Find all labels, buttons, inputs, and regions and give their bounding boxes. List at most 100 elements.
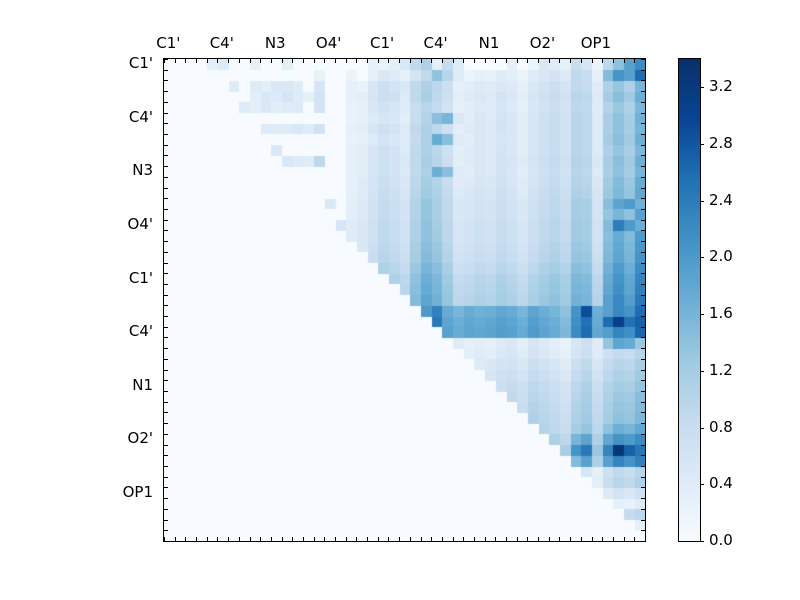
axis-tick [495, 59, 497, 63]
axis-tick [281, 59, 283, 63]
axis-tick [641, 176, 645, 178]
axis-tick [164, 241, 168, 243]
axis-tick [484, 59, 486, 63]
axis-tick [641, 433, 645, 435]
axis-tick [641, 112, 645, 114]
axis-tick [260, 59, 262, 63]
axis-tick [164, 326, 168, 328]
axis-tick [324, 59, 326, 63]
axis-tick [495, 537, 497, 541]
axis-tick [420, 537, 422, 541]
axis-tick [335, 59, 337, 63]
axis-tick [580, 537, 582, 541]
colorbar-tick-label: 2.8 [709, 134, 733, 153]
y-tick-label: C1' [128, 268, 153, 287]
y-tick-label: O4' [127, 215, 153, 234]
axis-tick [260, 537, 262, 541]
axis-tick [641, 348, 645, 350]
axis-tick [645, 59, 646, 63]
axis-tick [441, 537, 443, 541]
axis-tick [356, 537, 358, 541]
y-tick-label: C4' [128, 322, 153, 341]
axis-tick [641, 369, 645, 371]
colorbar-tick [700, 144, 704, 146]
colorbar[interactable] [678, 58, 704, 542]
axis-tick [335, 537, 337, 541]
axis-tick [399, 537, 401, 541]
heatmap-image [164, 59, 645, 541]
axis-tick [634, 537, 636, 541]
axis-tick [228, 537, 230, 541]
axis-tick [292, 537, 294, 541]
axis-tick [164, 337, 168, 339]
axis-tick [302, 59, 304, 63]
axis-tick [409, 537, 411, 541]
axis-tick [164, 401, 168, 403]
axis-tick [377, 59, 379, 63]
axis-tick [164, 294, 168, 296]
colorbar-tick [700, 314, 704, 316]
x-tick-label: O4' [315, 34, 342, 52]
axis-tick [164, 155, 168, 157]
axis-tick [217, 537, 219, 541]
axis-tick [641, 530, 645, 532]
axis-tick [591, 59, 593, 63]
axis-tick [441, 59, 443, 63]
axis-tick [641, 326, 645, 328]
heatmap-axes[interactable] [163, 58, 646, 542]
axis-tick [164, 519, 168, 521]
axis-tick [612, 59, 614, 63]
y-tick-label: C1' [128, 54, 153, 73]
axis-tick [473, 537, 475, 541]
y-tick-label: C4' [128, 107, 153, 126]
axis-tick [634, 59, 636, 63]
axis-tick [164, 144, 168, 146]
axis-tick [452, 537, 454, 541]
axis-tick [506, 537, 508, 541]
axis-tick [196, 59, 198, 63]
y-tick-label: O2' [127, 429, 153, 448]
axis-tick [612, 537, 614, 541]
colorbar-tick [700, 484, 704, 486]
axis-tick [641, 230, 645, 232]
axis-tick [527, 537, 529, 541]
axis-tick [641, 241, 645, 243]
axis-tick [602, 537, 604, 541]
axis-tick [345, 59, 347, 63]
axis-tick [367, 59, 369, 63]
axis-tick [641, 358, 645, 360]
axis-tick [641, 59, 645, 60]
axis-tick [641, 91, 645, 93]
axis-tick [641, 219, 645, 221]
axis-tick [641, 305, 645, 307]
x-tick-label: O2' [529, 34, 556, 52]
axis-tick [399, 59, 401, 63]
x-tick-label: C4' [209, 34, 234, 52]
axis-tick [217, 59, 219, 63]
colorbar-tick [700, 87, 704, 89]
axis-tick [164, 283, 168, 285]
axis-tick [641, 498, 645, 500]
axis-tick [548, 537, 550, 541]
axis-tick [484, 537, 486, 541]
axis-tick [367, 537, 369, 541]
axis-tick [164, 466, 168, 468]
axis-tick [641, 123, 645, 125]
colorbar-tick-label: 1.2 [709, 360, 733, 379]
axis-tick [388, 537, 390, 541]
axis-tick [164, 80, 168, 82]
axis-tick [270, 537, 272, 541]
axis-tick [164, 476, 168, 478]
axis-tick [641, 101, 645, 103]
axis-tick [313, 537, 315, 541]
colorbar-tick-label: 0.4 [709, 474, 733, 493]
axis-tick [641, 380, 645, 382]
axis-tick [324, 537, 326, 541]
axis-tick [164, 273, 168, 275]
axis-tick [641, 401, 645, 403]
colorbar-tick-label: 2.0 [709, 247, 733, 266]
axis-tick [641, 187, 645, 189]
axis-tick [641, 476, 645, 478]
axis-tick [388, 59, 390, 63]
